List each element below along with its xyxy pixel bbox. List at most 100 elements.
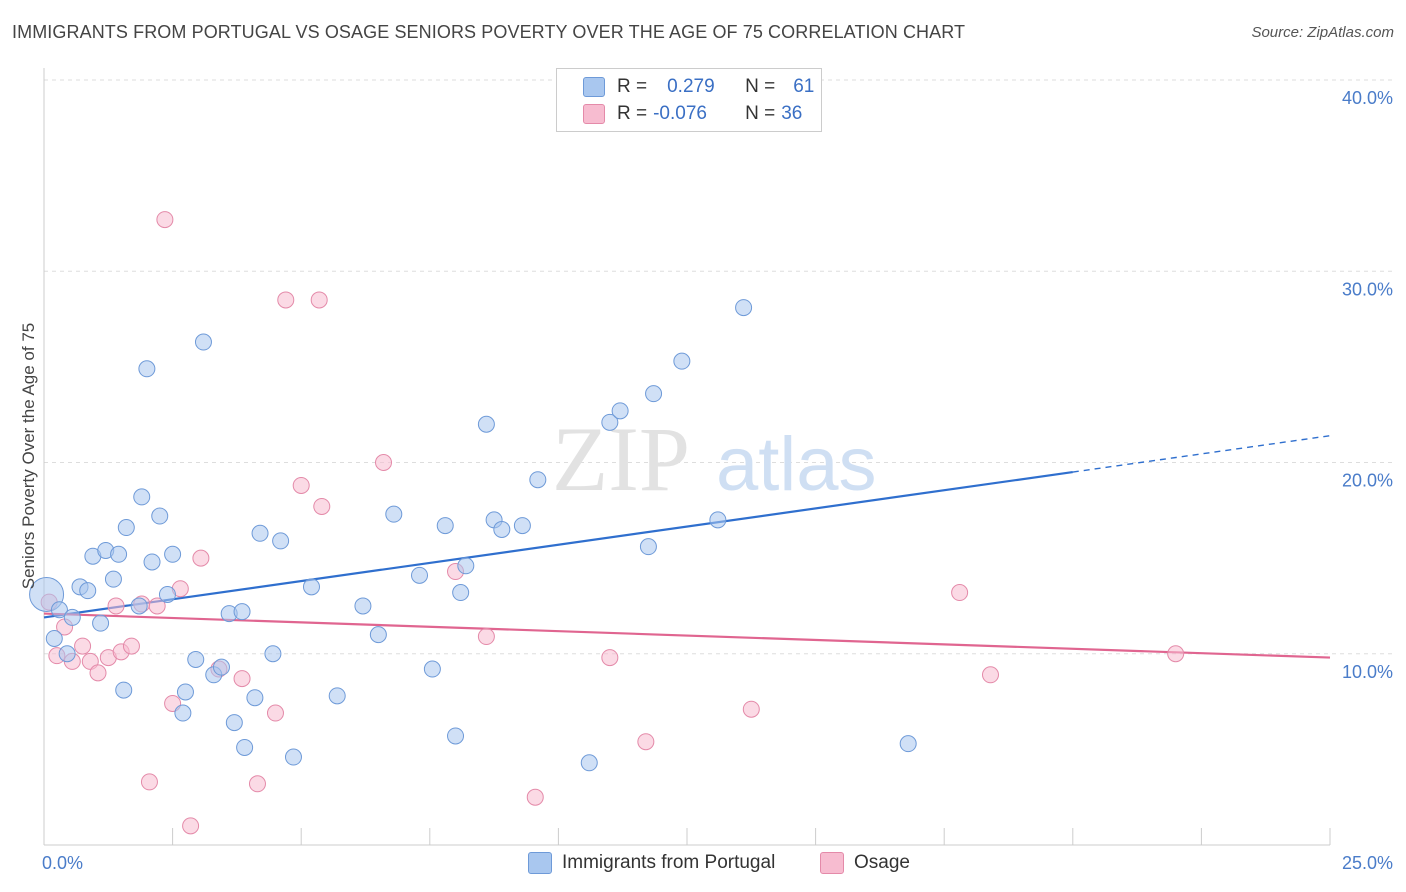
point-portugal [174,704,192,722]
point-portugal [138,360,156,378]
legend-row-osage: R = -0.076 N = 36 [557,101,802,127]
point-portugal [151,507,169,525]
point-portugal [385,505,403,523]
y-axis-label: Seniors Poverty Over the Age of 75 [19,323,38,589]
bottom-legend-portugal: Immigrants from Portugal [528,852,775,874]
point-osage [248,775,266,793]
point-portugal [452,584,470,602]
y-tick-label: 20.0% [1342,471,1393,491]
correlation-legend: R = 0.279 N = 61 R = -0.076 N = 36 [556,68,822,132]
point-osage [477,628,495,646]
legend-n-value: 61 [793,76,815,97]
point-portugal [639,538,657,556]
point-portugal [92,614,110,632]
point-portugal [110,545,128,563]
x-tick-label-min: 0.0% [42,853,83,873]
point-portugal [233,603,251,621]
bottom-legend-swatch-blue [528,852,552,874]
point-osage [233,670,251,688]
point-osage [277,291,295,309]
legend-row-portugal: R = 0.279 N = 61 [557,74,814,100]
point-portugal [611,402,629,420]
point-portugal [447,727,465,745]
legend-swatch-pink [583,104,605,124]
point-portugal [176,683,194,701]
point-portugal [194,333,212,351]
point-portugal [709,511,727,529]
point-portugal [423,660,441,678]
point-portugal [246,689,264,707]
point-osage [601,649,619,667]
trend-lines [43,435,1331,659]
point-portugal [58,645,76,663]
axes [43,68,1331,846]
point-osage [122,637,140,655]
point-portugal [601,413,619,431]
y-tick-labels: 10.0% 20.0% 30.0% 40.0% [1342,88,1393,682]
chart-title: IMMIGRANTS FROM PORTUGAL VS OSAGE SENIOR… [12,22,966,42]
point-portugal [284,748,302,766]
watermark-zip: ZIP [552,408,690,510]
point-portugal [264,645,282,663]
point-osage [1167,645,1185,663]
point-osage [310,291,328,309]
point-portugal [104,570,122,588]
legend-n-value: 36 [781,103,803,124]
point-portugal [735,299,753,317]
legend-r-value: -0.076 [653,103,707,124]
point-osage [89,664,107,682]
source-label: Source: ZipAtlas.com [1251,24,1394,41]
point-osage [637,733,655,751]
point-osage [74,637,92,655]
point-portugal [513,517,531,535]
point-portugal [117,519,135,537]
point-portugal [225,714,243,732]
point-portugal [529,471,547,489]
point-portugal [187,650,205,668]
point-portugal [457,557,475,575]
point-portugal [158,585,176,603]
point-portugal [251,524,269,542]
point-portugal [63,608,81,626]
x-tick-labels: 0.0% 25.0% [42,853,1393,873]
x-tick-label-max: 25.0% [1342,853,1393,873]
point-portugal [645,385,663,403]
point-portugal [369,626,387,644]
grid-lines [44,79,1392,655]
point-portugal [328,687,346,705]
point-portugal [79,582,97,600]
point-portugal [580,754,598,772]
point-osage [375,454,393,471]
y-tick-label: 10.0% [1342,662,1393,682]
y-tick-label: 40.0% [1342,88,1393,108]
data-points [29,211,1185,835]
point-portugal [45,629,63,647]
bottom-legend-swatch-pink [820,852,844,874]
point-portugal [133,488,151,506]
point-osage [292,476,310,494]
legend-r-value: 0.279 [667,76,715,97]
legend-n-label: N = [745,76,776,97]
watermark: ZIP atlas [552,408,877,510]
point-portugal [302,578,320,596]
point-portugal [272,532,290,550]
point-osage [313,497,331,515]
point-portugal [477,415,495,433]
point-portugal [50,601,68,619]
point-portugal [899,735,917,753]
watermark-atlas: atlas [716,422,877,507]
point-portugal [130,597,148,615]
point-osage [266,704,284,722]
trend-line-portugal [43,470,1073,619]
point-osage [951,584,969,602]
bottom-legend-osage: Osage [820,852,910,874]
trend-line-portugal-projection [1072,435,1331,473]
trend-line-osage [43,612,1331,659]
point-osage [140,773,158,791]
y-tick-label: 30.0% [1342,279,1393,299]
point-portugal [164,545,182,563]
point-portugal [436,517,454,535]
point-portugal [411,566,429,584]
point-osage [192,549,210,567]
legend-r-label: R = [617,76,648,97]
